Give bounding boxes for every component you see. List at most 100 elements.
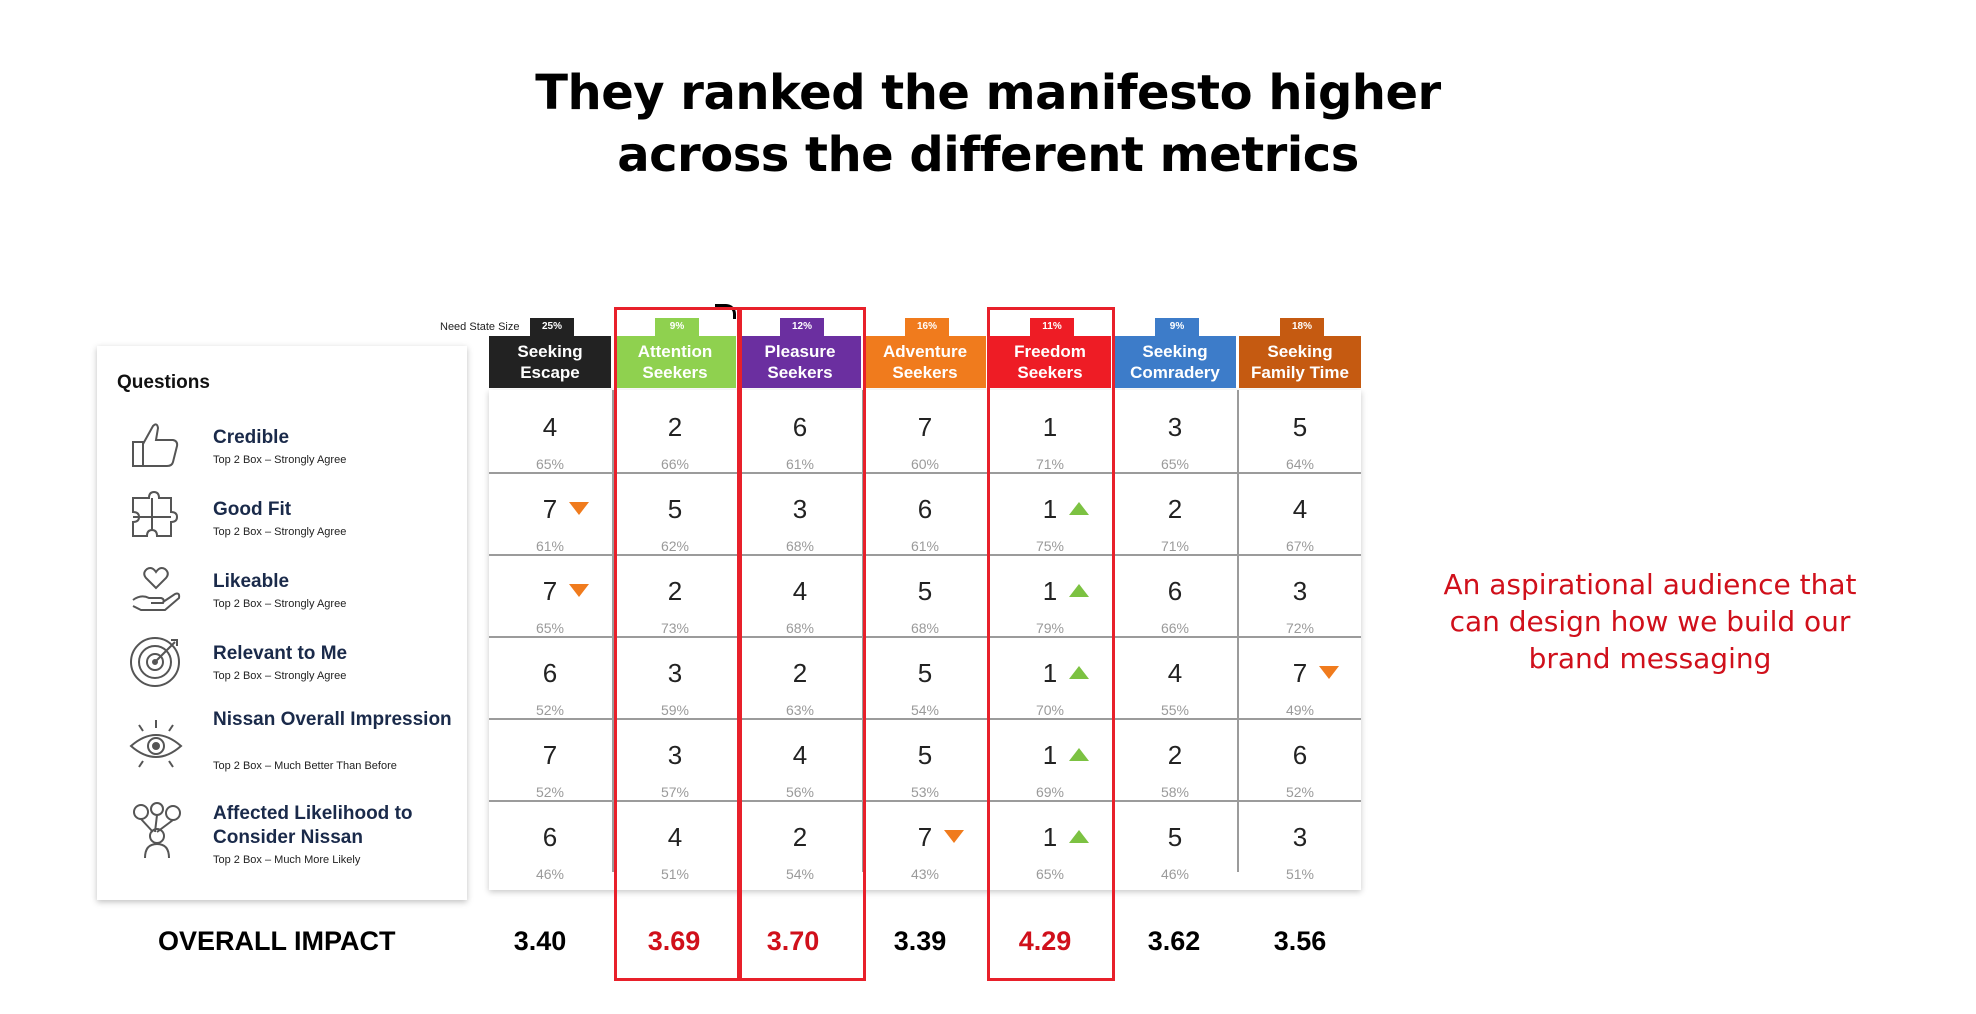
rank-value: 2 — [667, 412, 683, 442]
questions-panel: Questions Credible Top 2 Box – Strongly … — [97, 346, 467, 900]
percent-value: 53% — [910, 784, 940, 800]
percent-value: 69% — [1035, 784, 1065, 800]
target-icon — [127, 632, 185, 690]
table-cell: 7 52% — [489, 718, 611, 800]
rank-value: 6 — [542, 658, 558, 688]
arrow-up-icon — [1069, 502, 1090, 515]
arrow-up-icon — [1069, 748, 1090, 761]
table-cell: 2 73% — [614, 554, 736, 636]
percent-value: 51% — [1285, 866, 1315, 882]
segment-header: Pleasure Seekers — [739, 336, 861, 388]
overall-impact-value: 3.40 — [513, 926, 567, 956]
overall-impact-value: 3.56 — [1273, 926, 1327, 956]
table-cell: 7 61% — [489, 472, 611, 554]
overall-impact-value: 3.39 — [893, 926, 947, 956]
percent-value: 68% — [785, 620, 815, 636]
rank-value: 5 — [917, 658, 933, 688]
question-name: Likeable — [213, 571, 290, 592]
segment-header-line-2: Seekers — [642, 363, 708, 382]
table-cell: 1 70% — [989, 636, 1111, 718]
segment-size-badge: 25% — [530, 318, 574, 336]
percent-value: 54% — [910, 702, 940, 718]
table-row-divider — [489, 800, 1361, 802]
percent-value: 70% — [1035, 702, 1065, 718]
rank-value: 3 — [667, 658, 683, 688]
rank-value: 4 — [1292, 494, 1308, 524]
rank-value: 2 — [667, 576, 683, 606]
percent-value: 75% — [1035, 538, 1065, 554]
percent-value: 60% — [910, 456, 940, 472]
table-cell: 5 54% — [864, 636, 986, 718]
arrow-up-icon — [1069, 666, 1090, 679]
table-cell: 2 71% — [1114, 472, 1236, 554]
rank-value: 2 — [1167, 740, 1183, 770]
table-cell: 6 52% — [489, 636, 611, 718]
question-name: Relevant to Me — [213, 643, 348, 664]
percent-value: 62% — [660, 538, 690, 554]
segment-header: Attention Seekers — [614, 336, 736, 388]
overall-impact-value: 4.29 — [1018, 926, 1072, 956]
rank-value: 7 — [864, 822, 986, 853]
segment-header: Seeking Comradery — [1114, 336, 1236, 388]
percent-value: 52% — [1285, 784, 1315, 800]
rank-value: 6 — [1292, 740, 1308, 770]
percent-value: 58% — [1160, 784, 1190, 800]
side-note-line-2: can design how we build our — [1449, 605, 1851, 638]
table-cell: 6 61% — [864, 472, 986, 554]
table-cell: 4 55% — [1114, 636, 1236, 718]
segment-header-line-1: Attention — [637, 342, 713, 361]
rank-value: 2 — [792, 658, 808, 688]
table-cell: 5 64% — [1239, 390, 1361, 472]
question-sub: Top 2 Box – Strongly Agree — [213, 454, 347, 466]
question-sub: Top 2 Box – Much More Likely — [213, 854, 361, 866]
table-row-divider — [489, 554, 1361, 556]
table-row-divider — [489, 718, 1361, 720]
segment-header: Adventure Seekers — [864, 336, 986, 388]
percent-value: 79% — [1035, 620, 1065, 636]
table-cell: 3 68% — [739, 472, 861, 554]
question-sub: Top 2 Box – Much Better Than Before — [213, 760, 397, 772]
overall-impact-label: OVERALL IMPACT — [158, 926, 396, 956]
side-note-line-3: brand messaging — [1528, 642, 1772, 675]
questions-header: Questions — [117, 372, 210, 393]
segment-header-line-1: Seeking — [517, 342, 583, 361]
segment-header-line-1: Adventure — [882, 342, 968, 361]
table-row-divider — [489, 472, 1361, 474]
rank-value: 3 — [1292, 822, 1308, 852]
table-row-divider — [489, 636, 1361, 638]
rank-value: 6 — [917, 494, 933, 524]
table-column-divider — [1237, 390, 1239, 872]
segment-header-line-2: Seekers — [892, 363, 958, 382]
percent-value: 54% — [785, 866, 815, 882]
percent-value: 68% — [785, 538, 815, 554]
percent-value: 64% — [1285, 456, 1315, 472]
table-cell: 7 43% — [864, 800, 986, 882]
arrow-down-icon — [569, 502, 590, 515]
table-cell: 3 72% — [1239, 554, 1361, 636]
segment-header-line-1: Seeking — [1267, 342, 1333, 361]
question-sub: Top 2 Box – Strongly Agree — [213, 526, 347, 538]
percent-value: 61% — [785, 456, 815, 472]
table-cell: 5 68% — [864, 554, 986, 636]
table-cell: 4 68% — [739, 554, 861, 636]
percent-value: 46% — [535, 866, 565, 882]
percent-value: 66% — [660, 456, 690, 472]
segment-size-badge: 9% — [1155, 318, 1199, 336]
rank-value: 7 — [917, 412, 933, 442]
percent-value: 67% — [1285, 538, 1315, 554]
rank-value: 1 — [989, 494, 1111, 525]
rank-value: 3 — [667, 740, 683, 770]
side-note: An aspirational audience that can design… — [1410, 566, 1890, 677]
percent-value: 56% — [785, 784, 815, 800]
rank-value: 3 — [792, 494, 808, 524]
segment-size-badge: 18% — [1280, 318, 1324, 336]
percent-value: 55% — [1160, 702, 1190, 718]
table-cell: 7 60% — [864, 390, 986, 472]
segment-header: Freedom Seekers — [989, 336, 1111, 388]
rank-value: 2 — [1167, 494, 1183, 524]
rank-value: 6 — [792, 412, 808, 442]
table-cell: 4 56% — [739, 718, 861, 800]
highlight-box — [739, 307, 866, 981]
percent-value: 68% — [910, 620, 940, 636]
table-cell: 3 57% — [614, 718, 736, 800]
